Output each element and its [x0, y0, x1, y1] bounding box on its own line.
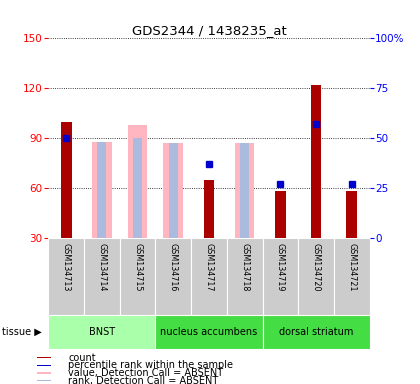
Bar: [61, 122, 71, 238]
Bar: [48, 238, 84, 315]
Text: tissue ▶: tissue ▶: [2, 327, 42, 337]
Bar: [262, 315, 370, 349]
Bar: [298, 238, 334, 315]
Bar: [128, 125, 147, 238]
Bar: [48, 315, 155, 349]
Bar: [37, 357, 51, 358]
Text: GSM134719: GSM134719: [276, 243, 285, 292]
Bar: [37, 364, 51, 366]
Text: GSM134715: GSM134715: [133, 243, 142, 292]
Bar: [262, 238, 298, 315]
Bar: [133, 138, 142, 238]
Bar: [346, 192, 357, 238]
Text: nucleus accumbens: nucleus accumbens: [160, 327, 257, 337]
Text: GSM134714: GSM134714: [97, 243, 106, 292]
Text: percentile rank within the sample: percentile rank within the sample: [68, 360, 233, 370]
Bar: [37, 380, 51, 381]
Bar: [37, 372, 51, 374]
Text: GSM134713: GSM134713: [62, 243, 71, 292]
Bar: [84, 238, 120, 315]
Bar: [163, 143, 183, 238]
Text: GSM134720: GSM134720: [312, 243, 320, 292]
Text: GSM134718: GSM134718: [240, 243, 249, 292]
Text: dorsal striatum: dorsal striatum: [279, 327, 353, 337]
Bar: [311, 85, 321, 238]
Bar: [169, 143, 178, 238]
Bar: [97, 142, 106, 238]
Bar: [92, 142, 112, 238]
Bar: [204, 180, 214, 238]
Bar: [120, 238, 155, 315]
Bar: [155, 238, 191, 315]
Text: GSM134716: GSM134716: [169, 243, 178, 292]
Title: GDS2344 / 1438235_at: GDS2344 / 1438235_at: [131, 24, 286, 37]
Bar: [275, 192, 286, 238]
Text: value, Detection Call = ABSENT: value, Detection Call = ABSENT: [68, 368, 223, 378]
Text: GSM134717: GSM134717: [205, 243, 213, 292]
Text: count: count: [68, 353, 96, 362]
Text: rank, Detection Call = ABSENT: rank, Detection Call = ABSENT: [68, 376, 218, 384]
Bar: [155, 315, 262, 349]
Bar: [235, 143, 255, 238]
Text: GSM134721: GSM134721: [347, 243, 356, 292]
Bar: [240, 143, 249, 238]
Bar: [191, 238, 227, 315]
Bar: [227, 238, 262, 315]
Bar: [334, 238, 370, 315]
Text: BNST: BNST: [89, 327, 115, 337]
